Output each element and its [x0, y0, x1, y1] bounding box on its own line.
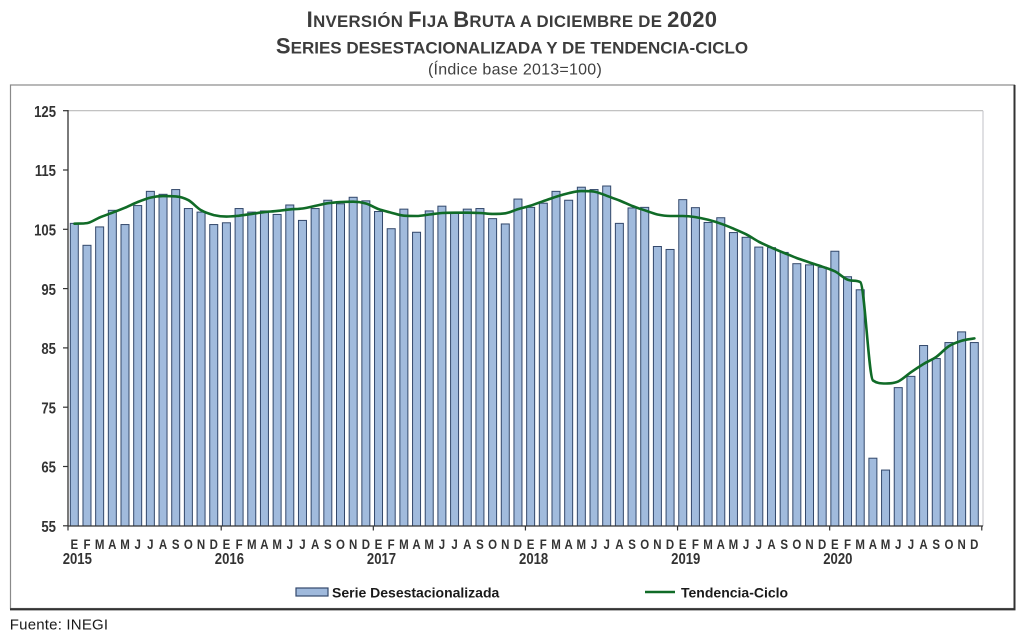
svg-text:D: D	[514, 536, 522, 552]
svg-text:S: S	[932, 536, 940, 552]
svg-text:2020: 2020	[823, 551, 852, 568]
svg-text:2015: 2015	[63, 551, 92, 568]
svg-text:M: M	[95, 536, 105, 552]
svg-text:Tendencia-Ciclo: Tendencia-Ciclo	[681, 585, 788, 601]
svg-text:J: J	[134, 536, 140, 552]
svg-text:M: M	[729, 536, 739, 552]
svg-text:S: S	[628, 536, 636, 552]
svg-text:J: J	[287, 536, 293, 552]
svg-text:F: F	[692, 536, 699, 552]
svg-text:A: A	[108, 536, 116, 552]
svg-text:N: N	[957, 536, 965, 552]
svg-text:F: F	[540, 536, 547, 552]
svg-text:N: N	[653, 536, 661, 552]
svg-text:A: A	[412, 536, 420, 552]
svg-text:F: F	[83, 536, 90, 552]
svg-text:J: J	[603, 536, 609, 552]
svg-text:A: A	[311, 536, 319, 552]
svg-text:2018: 2018	[519, 551, 548, 568]
svg-text:125: 125	[34, 104, 56, 121]
svg-text:D: D	[666, 536, 674, 552]
svg-text:M: M	[272, 536, 282, 552]
svg-text:O: O	[336, 536, 345, 552]
svg-text:O: O	[792, 536, 801, 552]
svg-text:E: E	[70, 536, 78, 552]
svg-text:2019: 2019	[671, 551, 700, 568]
svg-text:J: J	[451, 536, 457, 552]
svg-text:Serie Desestacionalizada: Serie Desestacionalizada	[332, 585, 500, 601]
svg-text:(Índice base 2013=100): (Índice base 2013=100)	[428, 60, 602, 79]
svg-text:M: M	[399, 536, 409, 552]
svg-text:55: 55	[41, 519, 56, 536]
svg-text:D: D	[818, 536, 826, 552]
svg-text:A: A	[565, 536, 573, 552]
svg-text:A: A	[767, 536, 775, 552]
svg-text:J: J	[743, 536, 749, 552]
svg-text:J: J	[895, 536, 901, 552]
svg-text:75: 75	[41, 400, 56, 417]
svg-text:N: N	[349, 536, 357, 552]
svg-text:A: A	[260, 536, 268, 552]
svg-text:M: M	[424, 536, 434, 552]
svg-text:F: F	[236, 536, 243, 552]
svg-text:2017: 2017	[367, 551, 396, 568]
svg-text:F: F	[844, 536, 851, 552]
svg-text:A: A	[717, 536, 725, 552]
svg-text:INVERSIÓN FIJA BRUTA A DICIEMB: INVERSIÓN FIJA BRUTA A DICIEMBRE DE 2020	[307, 7, 718, 32]
svg-text:J: J	[299, 536, 305, 552]
svg-text:D: D	[362, 536, 370, 552]
svg-text:A: A	[615, 536, 623, 552]
svg-text:S: S	[780, 536, 788, 552]
svg-text:95: 95	[41, 282, 56, 299]
svg-text:M: M	[855, 536, 865, 552]
svg-text:M: M	[703, 536, 713, 552]
svg-text:D: D	[970, 536, 978, 552]
svg-text:D: D	[210, 536, 218, 552]
svg-text:O: O	[944, 536, 953, 552]
svg-text:S: S	[324, 536, 332, 552]
svg-text:J: J	[591, 536, 597, 552]
svg-text:A: A	[869, 536, 877, 552]
svg-text:J: J	[439, 536, 445, 552]
svg-text:M: M	[120, 536, 130, 552]
svg-text:O: O	[488, 536, 497, 552]
svg-text:S: S	[476, 536, 484, 552]
svg-text:E: E	[831, 536, 839, 552]
svg-text:E: E	[527, 536, 535, 552]
svg-text:N: N	[805, 536, 813, 552]
svg-text:J: J	[756, 536, 762, 552]
svg-text:O: O	[640, 536, 649, 552]
svg-text:S: S	[172, 536, 180, 552]
svg-text:O: O	[184, 536, 193, 552]
svg-text:105: 105	[34, 222, 56, 239]
svg-text:N: N	[197, 536, 205, 552]
svg-text:N: N	[501, 536, 509, 552]
svg-text:115: 115	[35, 163, 56, 180]
svg-text:85: 85	[41, 341, 56, 358]
svg-text:A: A	[463, 536, 471, 552]
svg-text:SERIES DESESTACIONALIZADA Y DE: SERIES DESESTACIONALIZADA Y DE TENDENCIA…	[276, 34, 748, 59]
svg-text:F: F	[388, 536, 395, 552]
svg-text:M: M	[551, 536, 561, 552]
svg-text:Fuente: INEGI: Fuente: INEGI	[10, 617, 108, 634]
svg-text:A: A	[919, 536, 927, 552]
svg-text:M: M	[577, 536, 587, 552]
svg-text:J: J	[908, 536, 914, 552]
svg-text:2016: 2016	[215, 551, 244, 568]
svg-text:65: 65	[41, 460, 56, 477]
svg-text:M: M	[247, 536, 257, 552]
svg-text:J: J	[147, 536, 153, 552]
svg-text:E: E	[375, 536, 383, 552]
svg-text:M: M	[881, 536, 891, 552]
svg-text:E: E	[223, 536, 231, 552]
svg-text:E: E	[679, 536, 687, 552]
svg-text:A: A	[159, 536, 167, 552]
